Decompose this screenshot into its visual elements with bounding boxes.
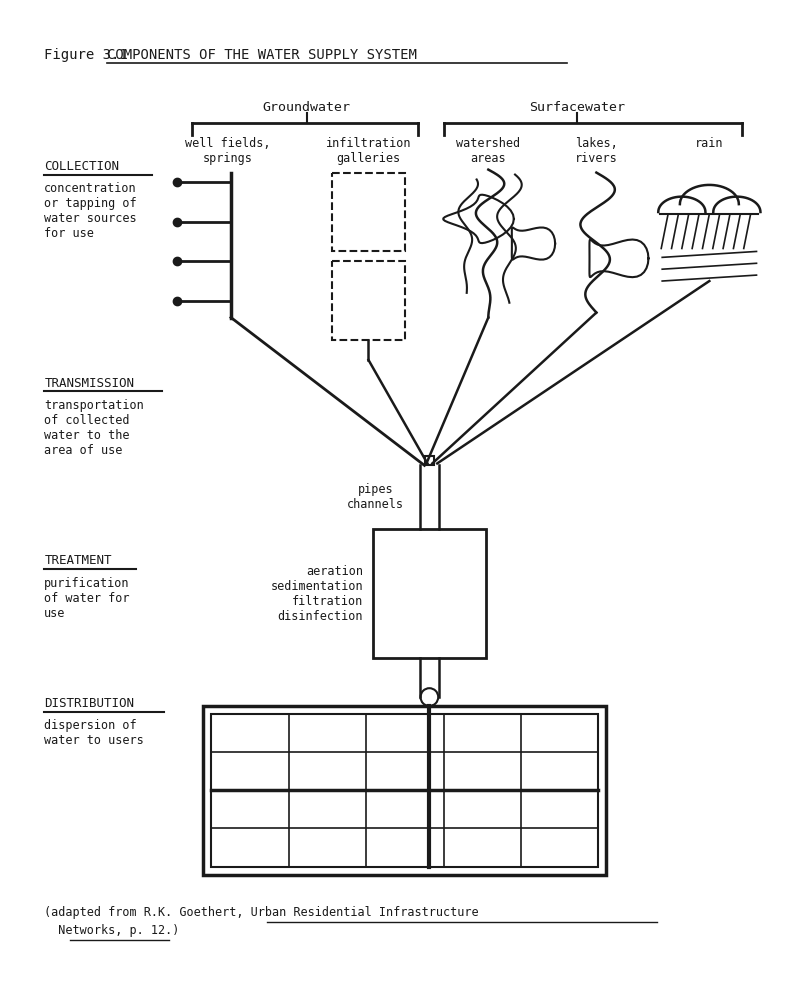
Text: Figure 3.1: Figure 3.1 xyxy=(44,48,136,62)
Text: Surfacewater: Surfacewater xyxy=(529,100,625,113)
Bar xyxy=(211,714,598,867)
Text: rain: rain xyxy=(695,137,724,150)
Text: transportation
of collected
water to the
area of use: transportation of collected water to the… xyxy=(44,399,144,457)
Bar xyxy=(425,456,434,465)
Text: well fields,
springs: well fields, springs xyxy=(185,137,271,165)
Bar xyxy=(331,172,406,251)
Bar xyxy=(373,530,486,658)
Text: pipes
channels: pipes channels xyxy=(347,484,404,511)
Text: COLLECTION: COLLECTION xyxy=(44,160,119,172)
Bar xyxy=(331,261,406,340)
Text: (adapted from R.K. Goethert, Urban Residential Infrastructure: (adapted from R.K. Goethert, Urban Resid… xyxy=(44,906,479,919)
Circle shape xyxy=(421,689,438,706)
Text: COMPONENTS OF THE WATER SUPPLY SYSTEM: COMPONENTS OF THE WATER SUPPLY SYSTEM xyxy=(107,48,417,62)
Text: purification
of water for
use: purification of water for use xyxy=(44,577,129,620)
Text: TREATMENT: TREATMENT xyxy=(44,555,112,567)
Text: dispersion of
water to users: dispersion of water to users xyxy=(44,719,144,747)
Text: infiltration
galleries: infiltration galleries xyxy=(326,137,411,165)
Text: watershed
areas: watershed areas xyxy=(456,137,521,165)
Text: Groundwater: Groundwater xyxy=(263,100,350,113)
Bar xyxy=(204,706,606,875)
Text: lakes,
rivers: lakes, rivers xyxy=(575,137,618,165)
Text: Networks, p. 12.): Networks, p. 12.) xyxy=(44,924,180,937)
Text: TRANSMISSION: TRANSMISSION xyxy=(44,376,134,390)
Text: concentration
or tapping of
water sources
for use: concentration or tapping of water source… xyxy=(44,182,137,240)
Text: DISTRIBUTION: DISTRIBUTION xyxy=(44,697,134,710)
Text: aeration
sedimentation
filtration
disinfection: aeration sedimentation filtration disinf… xyxy=(271,564,363,623)
